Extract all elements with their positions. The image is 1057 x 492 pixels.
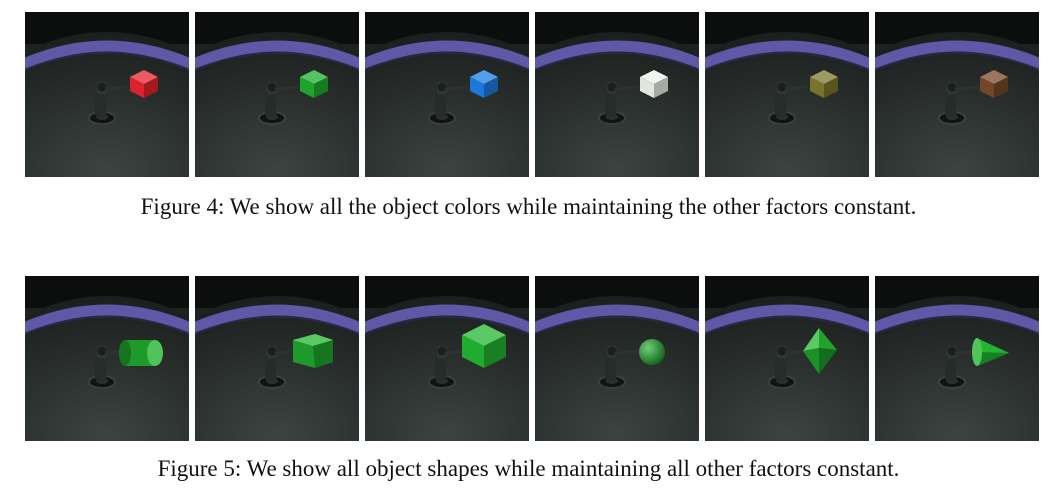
table-surface bbox=[535, 32, 699, 177]
scene-panel bbox=[705, 12, 869, 177]
purple-ring bbox=[195, 304, 359, 334]
robot-arm bbox=[88, 82, 130, 125]
purple-ring bbox=[705, 304, 869, 334]
purple-ring bbox=[25, 40, 189, 70]
purple-ring bbox=[875, 304, 1039, 334]
table-surface bbox=[705, 296, 869, 441]
cube-object bbox=[640, 70, 668, 98]
table-surface bbox=[705, 32, 869, 177]
purple-ring bbox=[535, 40, 699, 70]
purple-ring bbox=[365, 304, 529, 334]
large-cube-object bbox=[462, 324, 506, 368]
scene-panel bbox=[195, 12, 359, 177]
table-surface bbox=[25, 296, 189, 441]
scene-panel bbox=[535, 12, 699, 177]
purple-ring bbox=[535, 304, 699, 334]
cube-object bbox=[810, 70, 838, 98]
figure-5-caption: Figure 5: We show all object shapes whil… bbox=[157, 456, 900, 481]
cylinder-object bbox=[119, 340, 163, 366]
purple-ring bbox=[705, 40, 869, 70]
table-surface bbox=[535, 296, 699, 441]
purple-ring bbox=[195, 40, 359, 70]
scene-panel bbox=[25, 276, 189, 441]
scene-panel bbox=[365, 12, 529, 177]
table-surface bbox=[875, 296, 1039, 441]
table-surface bbox=[195, 32, 359, 177]
scene-panel bbox=[365, 276, 529, 441]
robot-arm bbox=[938, 82, 980, 125]
table-surface bbox=[25, 32, 189, 177]
scene-panel bbox=[535, 276, 699, 441]
robot-arm bbox=[598, 346, 640, 389]
scene-panel bbox=[875, 12, 1039, 177]
robot-arm bbox=[768, 82, 810, 125]
purple-ring bbox=[875, 40, 1039, 70]
robot-arm bbox=[428, 346, 470, 389]
scene-panel bbox=[705, 276, 869, 441]
scene-panel bbox=[875, 276, 1039, 441]
octahedron-object bbox=[803, 328, 837, 374]
cube-object bbox=[300, 70, 328, 98]
robot-arm bbox=[598, 82, 640, 125]
table-surface bbox=[365, 32, 529, 177]
scene-panel bbox=[195, 276, 359, 441]
purple-ring bbox=[365, 40, 529, 70]
robot-arm bbox=[258, 82, 300, 125]
scene-panel bbox=[25, 12, 189, 177]
sphere-object bbox=[639, 339, 665, 365]
hexagonal-prism-object bbox=[293, 334, 333, 368]
figure-4-image-row bbox=[25, 12, 1039, 177]
robot-arm bbox=[428, 82, 470, 125]
table-surface bbox=[875, 32, 1039, 177]
figure-5-image-row bbox=[25, 276, 1039, 441]
cube-object bbox=[980, 70, 1008, 98]
cube-object bbox=[470, 70, 498, 98]
cube-object bbox=[130, 70, 158, 98]
cone-object bbox=[972, 338, 1009, 366]
robot-arm bbox=[768, 346, 810, 389]
figure-4-caption: Figure 4: We show all the object colors … bbox=[140, 194, 917, 219]
table-surface bbox=[195, 296, 359, 441]
purple-ring bbox=[25, 304, 189, 334]
